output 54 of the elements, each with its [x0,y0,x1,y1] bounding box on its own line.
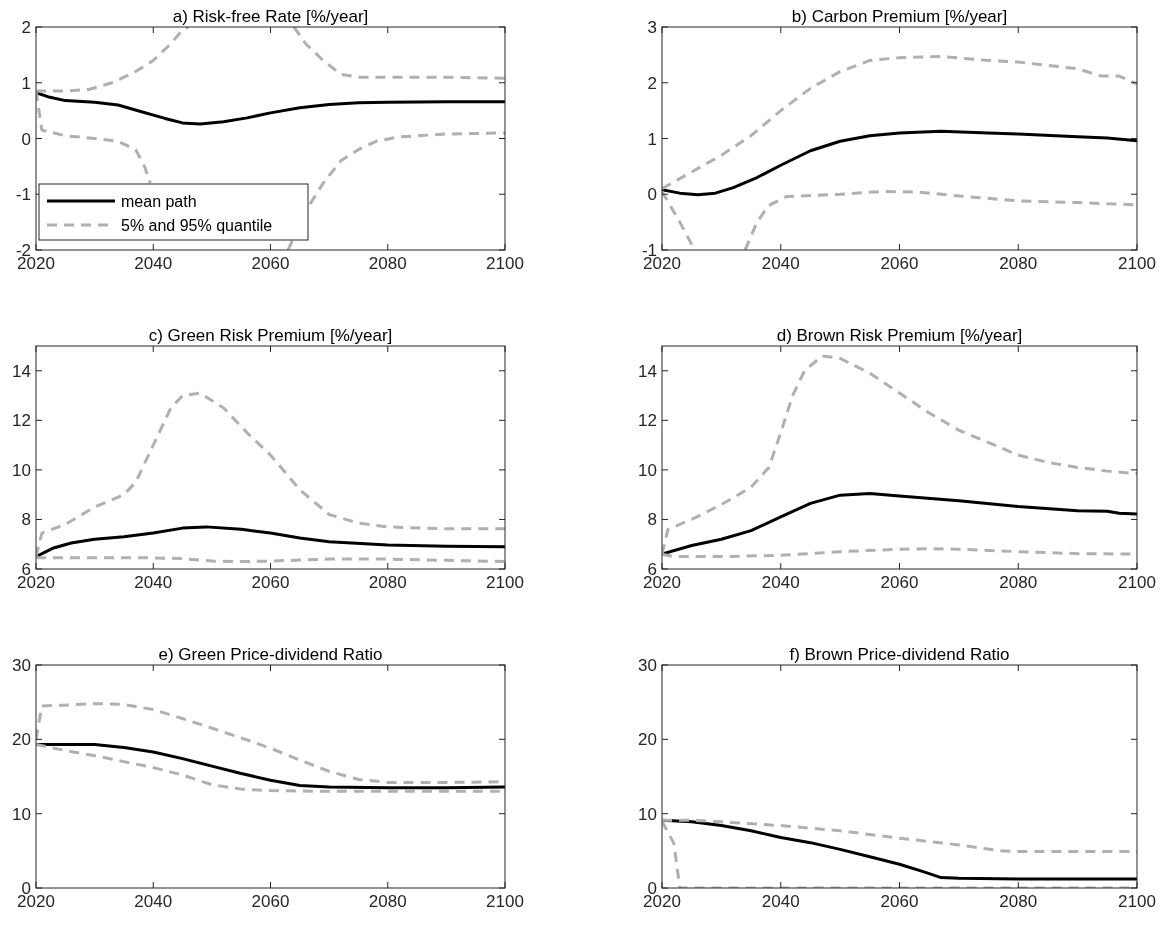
chart-title: a) Risk-free Rate [%/year] [172,7,369,26]
y-tick-label: 12 [12,411,31,431]
x-tick-label: 2080 [999,892,1038,911]
legend-label: mean path [121,193,197,210]
x-tick-label: 2060 [880,892,919,911]
y-tick-label: 10 [638,804,657,824]
x-tick-label: 2100 [486,892,524,911]
x-tick-label: 2100 [486,254,524,273]
x-tick-label: 2100 [1118,892,1156,911]
x-tick-label: 2080 [368,254,407,273]
y-tick-label: 14 [638,361,657,381]
chart-title: c) Green Risk Premium [%/year] [148,326,393,345]
x-tick-label: 2060 [251,254,290,273]
x-tick-label: 2060 [880,573,919,592]
y-tick-label: 2 [21,18,31,37]
y-tick-label: 8 [21,510,31,530]
y-tick-label: 1 [21,73,31,93]
y-tick-label: 20 [12,730,31,750]
x-tick-label: 2060 [880,254,919,273]
x-tick-label: 2060 [251,573,290,592]
y-tick-label: 14 [12,361,31,381]
y-tick-label: 1 [647,129,657,149]
chart-title: d) Brown Risk Premium [%/year] [776,326,1023,345]
x-tick-label: 2040 [761,892,800,911]
y-tick-label: 20 [638,730,657,750]
x-tick-label: 2040 [134,892,173,911]
y-tick-label: 2 [647,73,657,93]
x-tick-label: 2080 [368,573,407,592]
legend-label: 5% and 95% quantile [121,217,273,234]
y-tick-label: 10 [12,460,31,480]
y-tick-label: 0 [21,129,31,149]
y-tick-label: 3 [647,18,657,37]
x-tick-label: 2080 [999,254,1038,273]
y-tick-label: 0 [647,185,657,205]
y-tick-label: -1 [15,185,31,205]
x-tick-label: 2100 [1118,573,1156,592]
x-tick-label: 2100 [1118,254,1156,273]
x-tick-label: 2080 [368,892,407,911]
y-tick-label: 30 [12,656,31,675]
y-tick-label: 8 [647,510,657,530]
y-tick-label: 30 [638,656,657,675]
y-tick-label: 10 [638,460,657,480]
x-tick-label: 2100 [486,573,524,592]
chart-title: b) Carbon Premium [%/year] [791,7,1008,26]
x-tick-label: 2040 [761,254,800,273]
x-tick-label: 2080 [999,573,1038,592]
y-tick-label: 10 [12,804,31,824]
x-tick-label: 2040 [761,573,800,592]
y-tick-label: 12 [638,411,657,431]
chart-title: e) Green Price-dividend Ratio [158,645,383,664]
x-tick-label: 2040 [134,573,173,592]
x-tick-label: 2060 [251,892,290,911]
chart-title: f) Brown Price-dividend Ratio [789,645,1010,664]
x-tick-label: 2040 [134,254,173,273]
